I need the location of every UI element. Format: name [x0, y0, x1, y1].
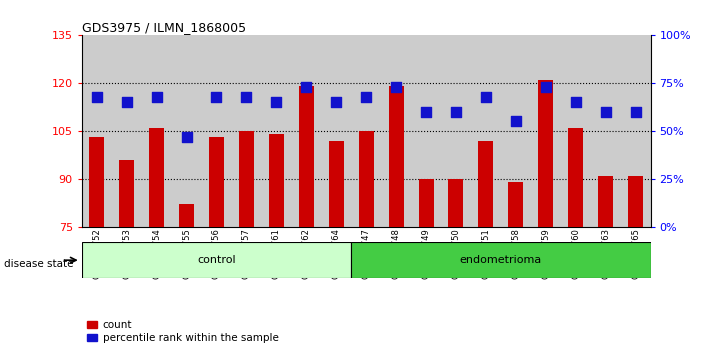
Bar: [351, 242, 651, 278]
Bar: [479, 141, 493, 227]
Bar: [239, 131, 254, 227]
Bar: [389, 86, 404, 227]
Bar: [508, 182, 523, 227]
Point: [390, 84, 402, 90]
Point: [420, 109, 432, 115]
Text: GDS3975 / ILMN_1868005: GDS3975 / ILMN_1868005: [82, 21, 246, 34]
Bar: [628, 176, 643, 227]
Point: [301, 84, 312, 90]
Point: [241, 94, 252, 99]
Bar: [209, 137, 224, 227]
Bar: [449, 179, 464, 227]
Bar: [328, 141, 343, 227]
Bar: [119, 160, 134, 227]
Point: [331, 99, 342, 105]
Text: endometrioma: endometrioma: [460, 255, 542, 265]
Point: [151, 94, 162, 99]
Bar: [419, 179, 434, 227]
Bar: [598, 176, 613, 227]
Text: control: control: [197, 255, 236, 265]
Bar: [269, 134, 284, 227]
Point: [510, 119, 522, 124]
Bar: [82, 242, 351, 278]
Point: [271, 99, 282, 105]
Bar: [568, 128, 583, 227]
Point: [570, 99, 582, 105]
Bar: [179, 204, 194, 227]
Point: [181, 134, 192, 139]
Bar: [538, 80, 553, 227]
Point: [360, 94, 372, 99]
Bar: [358, 131, 374, 227]
Point: [480, 94, 491, 99]
Point: [450, 109, 461, 115]
Point: [121, 99, 132, 105]
Legend: count, percentile rank within the sample: count, percentile rank within the sample: [87, 320, 279, 343]
Point: [630, 109, 641, 115]
Point: [540, 84, 552, 90]
Point: [91, 94, 102, 99]
Bar: [90, 137, 105, 227]
Bar: [149, 128, 164, 227]
Text: disease state: disease state: [4, 259, 73, 269]
Point: [600, 109, 611, 115]
Bar: [299, 86, 314, 227]
Point: [210, 94, 222, 99]
